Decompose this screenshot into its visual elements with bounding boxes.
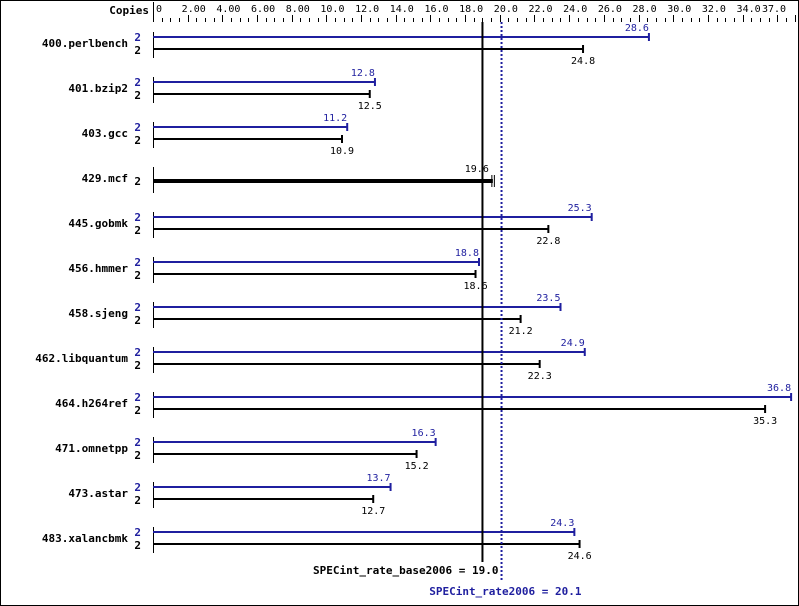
- x-tick-label: 0: [156, 4, 162, 15]
- base-copies-label: 2: [134, 539, 141, 552]
- benchmark-label: 429.mcf: [82, 172, 128, 185]
- peak-value-label: 16.3: [412, 428, 436, 439]
- x-tick-label: 8.00: [286, 4, 310, 15]
- benchmark-label: 473.astar: [68, 487, 128, 500]
- x-tick-label: 34.0: [737, 4, 761, 15]
- peak-value-label: 13.7: [366, 473, 390, 484]
- benchmark-label: 458.sjeng: [68, 307, 128, 320]
- x-tick-label: 20.0: [494, 4, 518, 15]
- x-tick-label: 32.0: [702, 4, 726, 15]
- base-copies-label: 2: [134, 175, 141, 188]
- base-copies-label: 2: [134, 224, 141, 237]
- peak-copies-label: 2: [134, 256, 141, 269]
- peak-copies-label: 2: [134, 526, 141, 539]
- peak-copies-label: 2: [134, 301, 141, 314]
- benchmark-label: 401.bzip2: [68, 82, 128, 95]
- peak-value-label: 11.2: [323, 113, 347, 124]
- x-tick-label: 10.0: [320, 4, 344, 15]
- benchmark-label: 403.gcc: [82, 127, 128, 140]
- base-value-label: 22.8: [536, 236, 560, 247]
- peak-value-label: 18.8: [455, 248, 479, 259]
- x-tick-label: 22.0: [528, 4, 552, 15]
- base-value-label: 12.5: [358, 101, 382, 112]
- base-copies-label: 2: [134, 269, 141, 282]
- peak-copies-label: 2: [134, 211, 141, 224]
- peak-copies-label: 2: [134, 31, 141, 44]
- x-tick-label: 2.00: [182, 4, 206, 15]
- x-tick-label: 30.0: [667, 4, 691, 15]
- base-value-label: 21.2: [509, 326, 533, 337]
- x-tick-label: 6.00: [251, 4, 275, 15]
- peak-value-label: 36.8: [767, 383, 791, 394]
- x-tick-label: 16.0: [424, 4, 448, 15]
- base-copies-label: 2: [134, 359, 141, 372]
- benchmark-label: 464.h264ref: [55, 397, 128, 410]
- peak-copies-label: 2: [134, 436, 141, 449]
- x-tick-label: 12.0: [355, 4, 379, 15]
- base-copies-label: 2: [134, 494, 141, 507]
- base-copies-label: 2: [134, 314, 141, 327]
- base-value-label: 35.3: [753, 416, 777, 427]
- peak-value-label: 24.3: [550, 518, 574, 529]
- benchmark-label: 400.perlbench: [42, 37, 128, 50]
- x-tick-label: 18.0: [459, 4, 483, 15]
- peak-copies-label: 2: [134, 481, 141, 494]
- peak-copies-label: 2: [134, 76, 141, 89]
- peak-value-label: 12.8: [351, 68, 375, 79]
- benchmark-label: 462.libquantum: [35, 352, 128, 365]
- base-copies-label: 2: [134, 44, 141, 57]
- peak-value-label: 28.6: [625, 23, 649, 34]
- benchmark-label: 456.hmmer: [68, 262, 128, 275]
- peak-copies-label: 2: [134, 346, 141, 359]
- x-tick-label: 37.0: [762, 4, 786, 15]
- x-tick-label: 28.0: [633, 4, 657, 15]
- benchmark-label: 471.omnetpp: [55, 442, 128, 455]
- x-tick-label: 14.0: [390, 4, 414, 15]
- base-copies-label: 2: [134, 449, 141, 462]
- x-tick-label: 26.0: [598, 4, 622, 15]
- base-value-label: 12.7: [361, 506, 385, 517]
- base-copies-label: 2: [134, 89, 141, 102]
- peak-reference-label: SPECint_rate2006 = 20.1: [429, 585, 582, 598]
- base-value-label: 24.8: [571, 56, 595, 67]
- base-value-label: 19.6: [465, 164, 489, 175]
- copies-header: Copies: [109, 4, 149, 17]
- base-value-label: 18.6: [464, 281, 488, 292]
- base-value-label: 22.3: [528, 371, 552, 382]
- base-copies-label: 2: [134, 404, 141, 417]
- base-copies-label: 2: [134, 134, 141, 147]
- peak-value-label: 25.3: [568, 203, 592, 214]
- peak-value-label: 23.5: [536, 293, 560, 304]
- benchmark-label: 445.gobmk: [68, 217, 128, 230]
- base-value-label: 10.9: [330, 146, 354, 157]
- base-value-label: 24.6: [568, 551, 592, 562]
- peak-copies-label: 2: [134, 121, 141, 134]
- x-tick-label: 4.00: [216, 4, 240, 15]
- x-tick-label: 24.0: [563, 4, 587, 15]
- peak-copies-label: 2: [134, 391, 141, 404]
- peak-value-label: 24.9: [561, 338, 585, 349]
- base-reference-label: SPECint_rate_base2006 = 19.0: [313, 564, 498, 577]
- base-value-label: 15.2: [405, 461, 429, 472]
- benchmark-label: 483.xalancbmk: [42, 532, 128, 545]
